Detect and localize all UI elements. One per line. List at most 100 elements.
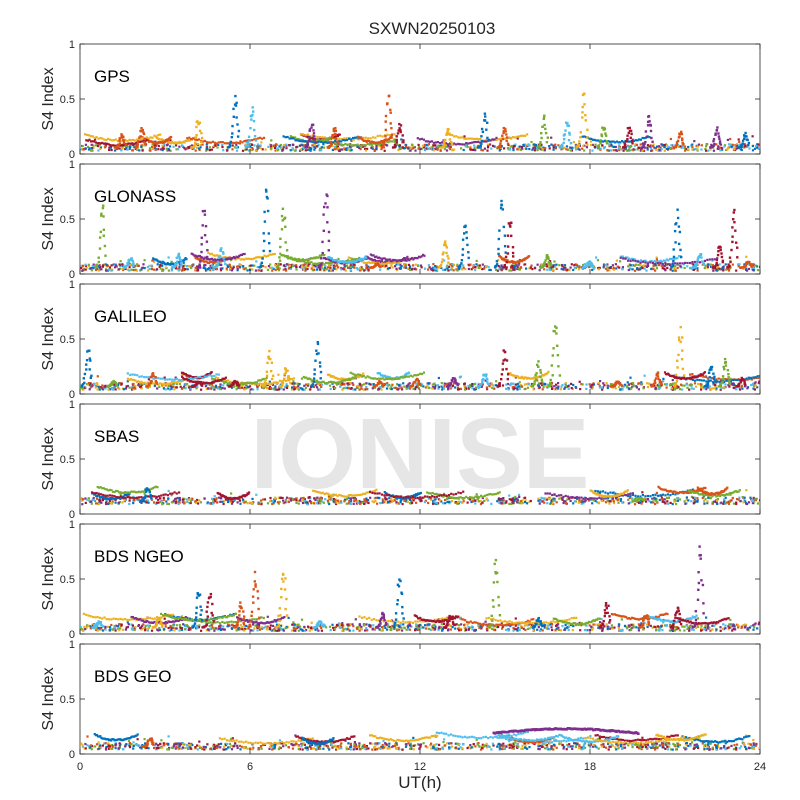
data-point (480, 140, 483, 143)
data-point (232, 115, 235, 118)
data-point (456, 388, 460, 391)
data-point (672, 255, 676, 259)
data-point (336, 140, 339, 143)
data-point (504, 127, 507, 131)
data-point (134, 142, 137, 145)
data-point (282, 135, 285, 138)
data-point (499, 142, 502, 145)
data-point (97, 149, 100, 152)
data-point (704, 148, 707, 151)
data-point (360, 266, 363, 269)
data-point (618, 144, 621, 147)
data-point (711, 387, 714, 390)
data-point (220, 258, 223, 261)
data-point (368, 140, 371, 143)
data-point (461, 268, 464, 271)
data-point (626, 127, 630, 130)
data-point (202, 257, 205, 260)
data-point (551, 265, 555, 268)
data-point (568, 133, 571, 136)
data-point (319, 139, 323, 142)
data-point (569, 146, 572, 149)
data-point (213, 378, 216, 381)
data-point (455, 135, 458, 138)
data-point (321, 267, 324, 270)
data-point (194, 138, 197, 141)
data-point (240, 382, 243, 385)
data-point (369, 253, 372, 256)
data-point (711, 381, 715, 384)
data-point (98, 236, 102, 239)
data-point (93, 383, 96, 386)
data-point (563, 146, 566, 149)
data-point (90, 143, 93, 146)
data-point (207, 387, 210, 390)
data-point (226, 149, 229, 152)
data-point (491, 386, 494, 389)
data-point (316, 135, 319, 139)
data-point (271, 266, 274, 269)
data-point (256, 147, 259, 150)
data-point (670, 257, 673, 261)
data-point (377, 388, 380, 391)
data-point (687, 148, 690, 151)
data-point (652, 143, 655, 146)
data-point (348, 143, 351, 146)
data-point (629, 140, 632, 143)
data-point (403, 266, 406, 269)
data-point (408, 387, 412, 390)
data-point (700, 256, 703, 259)
data-point (370, 146, 373, 149)
data-point (156, 268, 159, 271)
data-point (468, 264, 471, 267)
data-point (299, 133, 302, 136)
data-point (545, 263, 548, 266)
data-point (450, 266, 454, 269)
data-point (661, 260, 664, 263)
data-point (709, 379, 712, 382)
data-point (349, 269, 352, 272)
data-point (653, 260, 656, 263)
data-point (306, 261, 309, 264)
data-point (323, 263, 326, 266)
data-point (132, 269, 135, 272)
data-point (132, 388, 135, 391)
data-point (608, 385, 611, 388)
data-point (614, 145, 617, 148)
data-point (585, 146, 588, 149)
data-point (566, 122, 569, 125)
data-point (696, 149, 699, 152)
data-point (280, 146, 283, 149)
data-point (635, 143, 639, 146)
data-point (120, 383, 123, 386)
data-point (389, 140, 392, 143)
data-point (194, 376, 197, 380)
data-point (283, 216, 287, 219)
data-point (517, 145, 520, 148)
data-point (728, 264, 731, 268)
data-point (702, 263, 706, 266)
data-point (475, 140, 478, 144)
data-point (548, 147, 551, 150)
data-point (758, 380, 760, 383)
data-point (394, 386, 398, 390)
data-point (445, 149, 449, 152)
data-point (131, 385, 135, 388)
data-point (465, 144, 469, 147)
data-point (663, 144, 666, 147)
data-point (279, 237, 282, 240)
data-point (597, 139, 600, 142)
data-point (605, 140, 609, 143)
data-point (136, 144, 139, 147)
data-point (570, 146, 573, 149)
data-point (655, 148, 658, 151)
data-point (282, 264, 285, 267)
data-point (298, 139, 301, 143)
data-point (243, 383, 246, 386)
data-point (721, 148, 724, 151)
data-point (320, 140, 323, 143)
data-point (718, 137, 721, 140)
data-point (215, 373, 218, 376)
data-point (507, 222, 510, 225)
data-point (741, 139, 745, 142)
